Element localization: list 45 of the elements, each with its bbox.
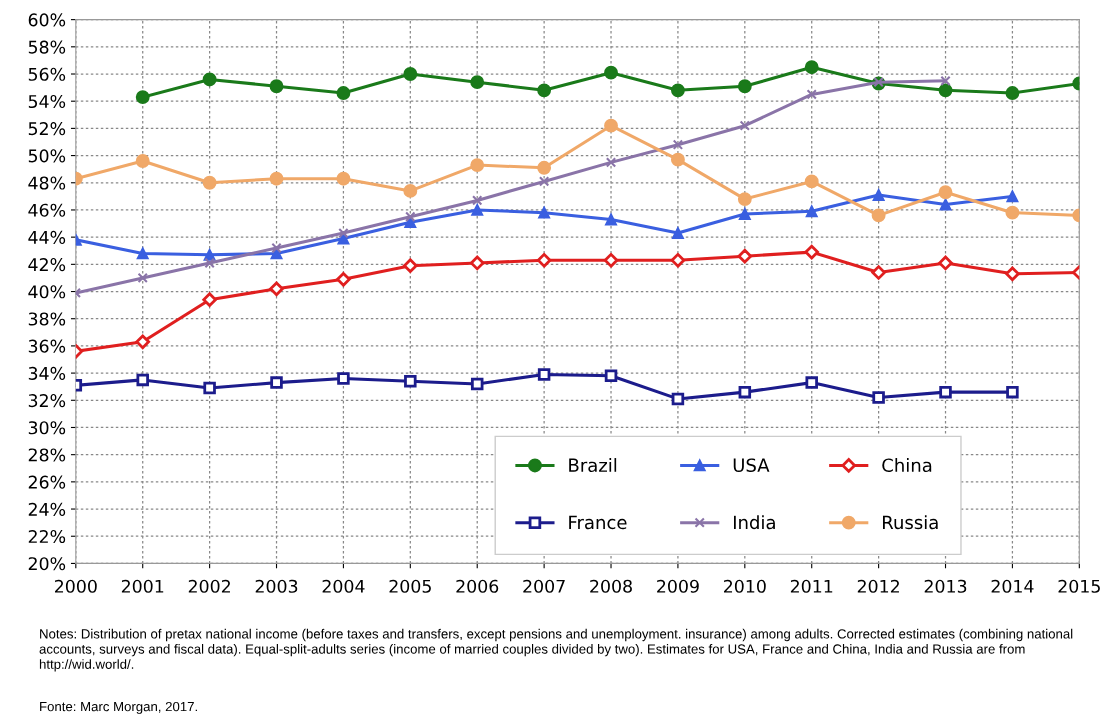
x-tick-label: 2003	[255, 579, 298, 593]
y-tick-label: 60%	[28, 13, 66, 27]
x-tick-label: 2001	[121, 579, 164, 593]
x-tick-label: 2010	[724, 579, 766, 593]
y-tick-label: 36%	[28, 339, 66, 353]
x-tick-label: 2012	[857, 579, 899, 593]
legend-label: France	[569, 515, 627, 530]
x-tick-label: 2007	[523, 579, 565, 593]
x-tick-label: 2014	[991, 579, 1034, 593]
y-tick-label: 44%	[28, 230, 66, 244]
y-tick-label: 20%	[28, 557, 66, 571]
y-tick-label: 34%	[28, 366, 66, 380]
x-tick-label: 2000	[55, 579, 97, 593]
x-tick-label: 2015	[1058, 579, 1100, 593]
source-note: Fonte: Marc Morgan, 2017.	[40, 701, 197, 714]
legend-label: Russia	[883, 515, 938, 530]
legend-label: USA	[733, 458, 770, 473]
x-tick-label: 2004	[322, 579, 365, 593]
y-tick-label: 52%	[28, 122, 66, 136]
y-tick-label: 48%	[28, 176, 66, 190]
y-tick-label: 58%	[28, 40, 66, 54]
y-tick-label: 30%	[28, 421, 66, 435]
x-tick-label: 2008	[590, 579, 632, 593]
legend-label: India	[733, 515, 775, 530]
y-tick-label: 40%	[28, 285, 66, 299]
y-tick-label: 54%	[28, 94, 66, 109]
x-tick-label: 2011	[790, 579, 833, 593]
y-tick-label: 56%	[28, 67, 66, 81]
x-tick-label: 2005	[389, 579, 431, 593]
y-tick-label: 28%	[28, 448, 66, 462]
legend-label: Brazil	[569, 458, 617, 473]
x-tick-label: 2002	[188, 579, 230, 593]
x-tick-label: 2006	[456, 579, 499, 593]
y-tick-label: 42%	[28, 258, 66, 272]
y-tick-label: 32%	[28, 394, 66, 408]
x-tick-label: 2013	[924, 579, 967, 593]
text: Notes: Distribution of pretax national income (before taxes and transfers, except pensions and unemployment. insurance) among adults. Corrected estimates (combining national accounts, surveys and fiscal data). Equal-split-adults series (income of married couples divided by two). Estimates for USA, France and China, India and Russia are from http://wid.world/.	[39, 628, 1073, 672]
y-tick-label: 50%	[28, 149, 66, 163]
y-tick-label: 46%	[28, 203, 66, 217]
x-tick-label: 2009	[657, 579, 699, 593]
y-tick-label: 22%	[28, 529, 66, 544]
legend-label: China	[882, 458, 932, 473]
y-tick-label: 26%	[28, 475, 66, 489]
y-tick-label: 24%	[28, 502, 66, 516]
y-tick-label: 38%	[28, 312, 66, 326]
